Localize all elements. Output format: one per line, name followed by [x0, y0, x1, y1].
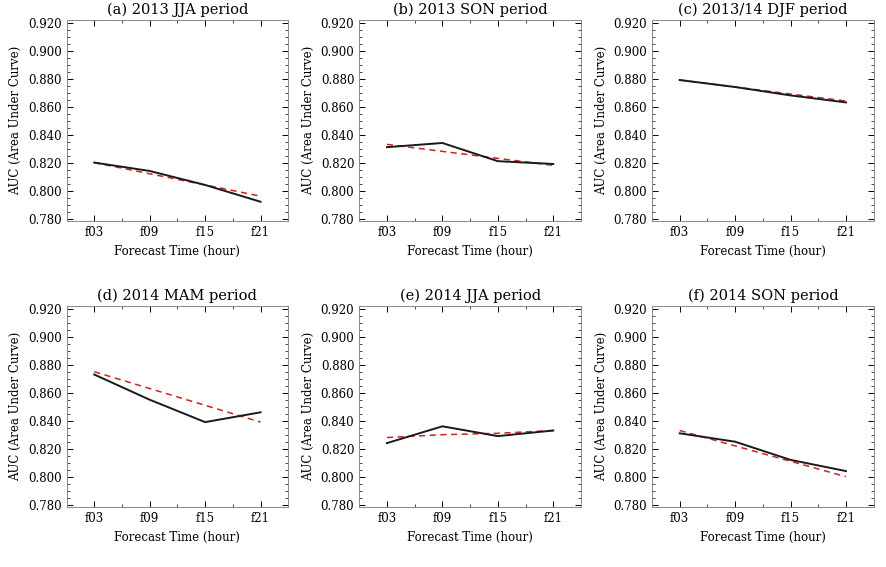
Title: (b) 2013 SON period: (b) 2013 SON period — [392, 3, 547, 17]
Title: (c) 2013/14 DJF period: (c) 2013/14 DJF period — [677, 3, 847, 17]
Y-axis label: AUC (Area Under Curve): AUC (Area Under Curve) — [10, 46, 22, 195]
Y-axis label: AUC (Area Under Curve): AUC (Area Under Curve) — [302, 46, 315, 195]
Y-axis label: AUC (Area Under Curve): AUC (Area Under Curve) — [10, 332, 22, 481]
Y-axis label: AUC (Area Under Curve): AUC (Area Under Curve) — [595, 46, 607, 195]
Title: (d) 2014 MAM period: (d) 2014 MAM period — [97, 289, 257, 303]
X-axis label: Forecast Time (hour): Forecast Time (hour) — [114, 245, 240, 258]
X-axis label: Forecast Time (hour): Forecast Time (hour) — [699, 531, 825, 544]
Title: (e) 2014 JJA period: (e) 2014 JJA period — [399, 289, 540, 303]
X-axis label: Forecast Time (hour): Forecast Time (hour) — [114, 531, 240, 544]
Y-axis label: AUC (Area Under Curve): AUC (Area Under Curve) — [302, 332, 315, 481]
Title: (f) 2014 SON period: (f) 2014 SON period — [687, 289, 837, 303]
X-axis label: Forecast Time (hour): Forecast Time (hour) — [407, 245, 532, 258]
X-axis label: Forecast Time (hour): Forecast Time (hour) — [699, 245, 825, 258]
X-axis label: Forecast Time (hour): Forecast Time (hour) — [407, 531, 532, 544]
Title: (a) 2013 JJA period: (a) 2013 JJA period — [106, 3, 248, 17]
Y-axis label: AUC (Area Under Curve): AUC (Area Under Curve) — [595, 332, 607, 481]
